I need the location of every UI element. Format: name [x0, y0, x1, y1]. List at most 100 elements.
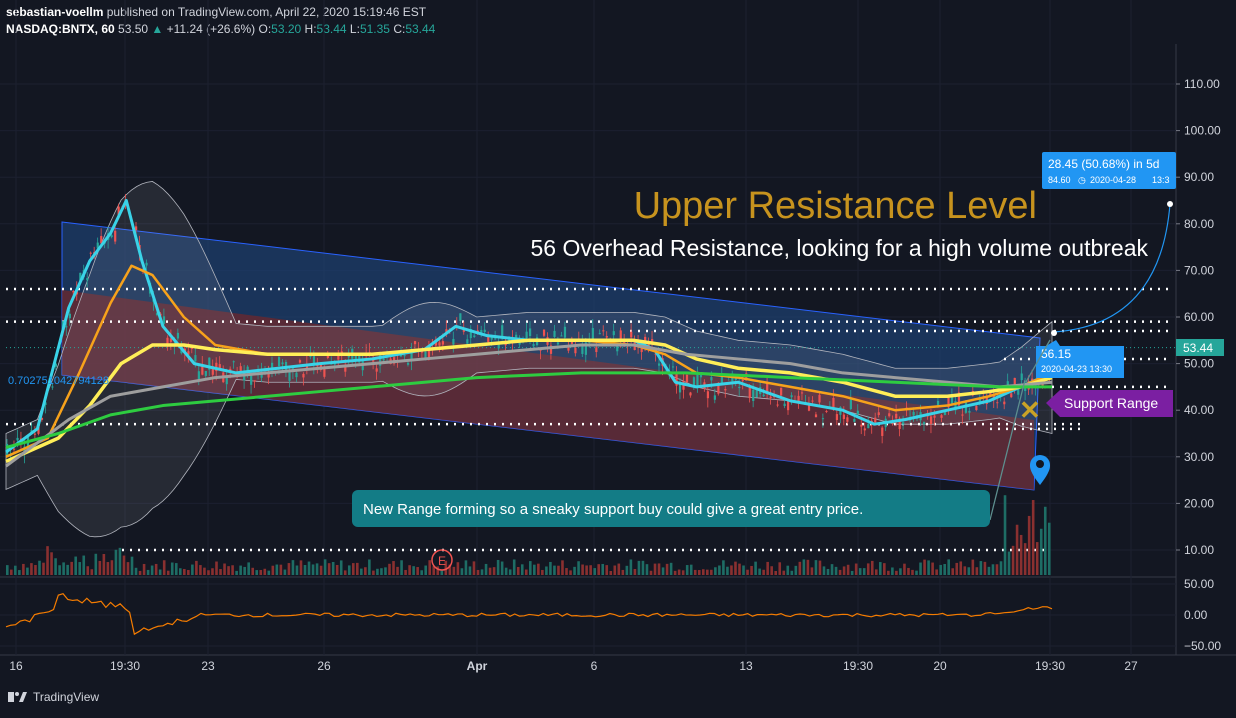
time-axis[interactable]: 16 19:30 23 26 Apr 6 13 19:30 20 19:30 27	[9, 659, 1138, 673]
candle-body	[441, 341, 445, 345]
volume-bar	[879, 562, 882, 575]
tradingview-logo-icon[interactable]	[8, 690, 28, 704]
footer-brand[interactable]: TradingView	[33, 690, 100, 704]
volume-bar	[685, 565, 689, 575]
volume-bar	[979, 561, 983, 575]
volume-bar	[255, 570, 259, 575]
price-tag-date: 2020-04-23 13:30	[1041, 364, 1112, 374]
volume-bar	[183, 568, 186, 575]
volume-bar	[347, 565, 351, 575]
candle-body	[542, 329, 546, 336]
volume-bar	[722, 560, 725, 575]
volume-bar	[629, 559, 633, 575]
price-axis[interactable]: 110.00 100.00 90.00 80.00 70.00 60.00 50.00 40.…	[1176, 77, 1221, 653]
candle-body	[281, 362, 284, 365]
volume-bar	[854, 563, 858, 575]
candle-body	[658, 363, 661, 366]
volume-bar	[541, 569, 544, 575]
volume-bar	[734, 561, 737, 575]
candle-body	[560, 335, 563, 337]
volume-bar	[581, 564, 584, 575]
volume-bar	[846, 564, 850, 575]
candle-body	[51, 386, 54, 388]
candle-body	[762, 394, 765, 397]
projection-label[interactable]: 28.45 (50.68%) in 5d 84.60 ◷ 2020-04-28 …	[1042, 152, 1176, 189]
candle-body	[957, 392, 961, 406]
bollinger-bands	[5, 181, 1053, 538]
volume-bar	[211, 568, 214, 575]
note-callout[interactable]: New Range forming so a sneaky support bu…	[352, 490, 990, 527]
candle-body	[201, 364, 204, 375]
horizontal-levels[interactable]	[6, 287, 1176, 552]
projection-start-point[interactable]	[1051, 330, 1057, 336]
candle-body	[340, 351, 343, 354]
candle-body	[651, 339, 654, 344]
volume-bar	[6, 565, 9, 575]
lower-channel-zone[interactable]	[62, 290, 1034, 490]
earnings-marker[interactable]	[431, 549, 453, 571]
candle-body	[821, 418, 825, 420]
candle-body	[814, 414, 818, 418]
volume-bar	[323, 559, 327, 575]
volume-bar	[951, 568, 955, 575]
volume-bar	[516, 566, 520, 575]
volume-bar	[351, 563, 355, 575]
chart-annotation-title: Upper Resistance Level	[634, 185, 1037, 227]
price-tag[interactable]: 56.15 2020-04-23 13:30	[1036, 340, 1124, 378]
volume-bar	[34, 565, 37, 575]
x-tick-label: Apr	[467, 659, 488, 673]
volume-bar	[110, 560, 114, 575]
volume-bar	[553, 565, 556, 575]
volume-bar	[1003, 495, 1007, 575]
candle-body	[469, 329, 472, 339]
volume-bar	[923, 559, 926, 575]
volume-bar	[46, 546, 49, 575]
support-range-text: Support Range	[1064, 395, 1158, 411]
volume-bar	[870, 560, 874, 575]
candle-body	[298, 360, 302, 363]
volume-bar	[999, 561, 1003, 575]
volume-bar	[203, 567, 206, 575]
volume-bar	[971, 559, 975, 575]
y-tick-label: 40.00	[1184, 403, 1214, 417]
volume-bar	[730, 565, 733, 575]
volume-bar	[645, 564, 649, 575]
volume-bar	[468, 566, 472, 575]
volume-bar	[356, 562, 359, 575]
projection-target-point[interactable]	[1167, 201, 1173, 207]
candle-body	[490, 336, 493, 340]
volume-bar	[774, 570, 778, 575]
candle-body	[950, 395, 954, 405]
volume-bar	[1015, 524, 1019, 575]
candle-body	[525, 331, 528, 339]
volume-bar	[593, 568, 596, 575]
volume-bar	[223, 563, 226, 575]
author-name[interactable]: sebastian-voellm	[6, 5, 104, 19]
volume-bar	[251, 567, 255, 575]
volume-bar	[195, 560, 198, 575]
candle-body	[354, 352, 357, 361]
candle-body	[825, 410, 828, 412]
candle-body	[563, 326, 567, 338]
volume-bar	[150, 565, 154, 575]
support-range-callout[interactable]: Support Range	[1046, 390, 1173, 417]
candle-body	[947, 395, 950, 408]
location-pin-icon[interactable]	[1030, 455, 1050, 485]
symbol-label[interactable]: NASDAQ:BNTX, 60	[6, 22, 115, 36]
candle-body	[811, 400, 814, 402]
volume-bar	[134, 567, 138, 575]
candle-body	[912, 411, 915, 416]
close-label: C:	[393, 22, 406, 36]
projection-curve[interactable]	[1053, 203, 1171, 333]
volume-bar	[983, 561, 987, 575]
candle-body	[382, 358, 385, 361]
volume-bar	[275, 564, 279, 575]
volume-bar	[710, 569, 713, 575]
candle-body	[225, 375, 228, 385]
candle-body	[630, 331, 633, 338]
candle-body	[145, 262, 148, 266]
candle-body	[1003, 401, 1006, 405]
volume-bar	[561, 560, 564, 575]
volume-bar	[1019, 534, 1023, 575]
